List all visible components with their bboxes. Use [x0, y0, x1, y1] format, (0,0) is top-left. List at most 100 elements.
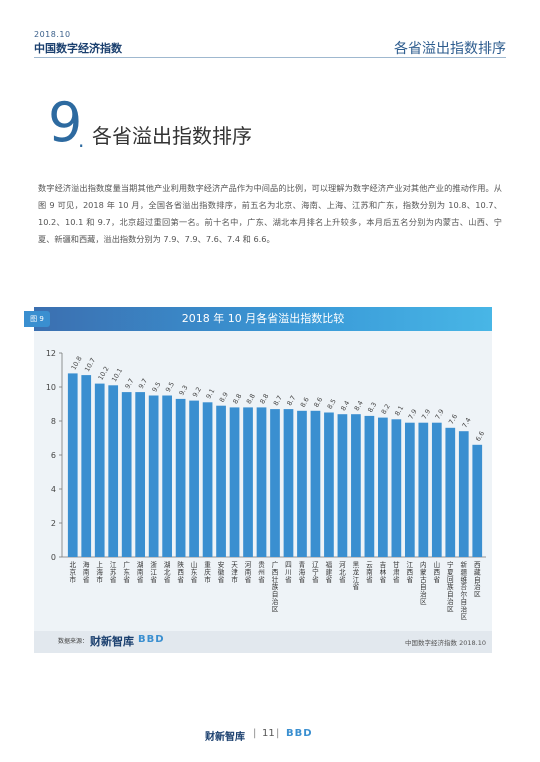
bar	[270, 409, 280, 557]
bar-value-label: 8.5	[326, 398, 338, 411]
bar-value-label: 8.4	[339, 399, 351, 412]
category-label: 山西省	[434, 560, 441, 584]
bar	[378, 417, 388, 557]
category-label: 湖北省	[164, 560, 171, 584]
bar	[175, 398, 186, 557]
category-label: 广西壮族自治区	[272, 560, 279, 613]
bar	[243, 407, 253, 557]
bar-value-label: 8.8	[245, 392, 257, 405]
bar	[216, 405, 226, 557]
bar-value-label: 8.7	[285, 394, 297, 407]
bar	[135, 392, 146, 557]
category-label: 山东省	[191, 560, 198, 584]
bar	[445, 427, 456, 557]
y-tick-label: 2	[51, 519, 56, 528]
category-label: 新疆维吾尔自治区	[460, 560, 467, 621]
bar	[337, 414, 348, 557]
header-title: 中国数字经济指数	[34, 42, 122, 55]
page-logo: 财新智库	[205, 732, 245, 743]
footer-strip	[34, 631, 492, 653]
bar	[162, 395, 172, 557]
bar	[189, 400, 199, 557]
category-label: 西藏自治区	[474, 561, 481, 599]
section-title: 各省溢出指数排序	[92, 124, 252, 148]
bar-value-label: 10.1	[110, 367, 124, 384]
bar-value-label: 9.5	[150, 381, 162, 394]
bar	[148, 395, 159, 557]
bar-value-label: 6.6	[474, 430, 486, 443]
bar	[81, 375, 92, 557]
bar-value-label: 8.8	[231, 392, 243, 405]
bar-value-label: 9.7	[137, 377, 149, 390]
category-label: 宁夏回族自治区	[447, 560, 454, 613]
bar	[404, 422, 415, 557]
chart-area: 0 2 4 6 8 10 12 10.8 北京市 10.7 海南省 10.2 上海市 10.1 江苏省 9.7…	[34, 331, 492, 631]
category-label: 北京市	[69, 561, 76, 584]
category-label: 贵州省	[258, 560, 265, 584]
bar-value-label: 9.3	[177, 384, 189, 397]
category-label: 浙江省	[150, 560, 157, 584]
section-dot: .	[78, 128, 85, 152]
page-separator-2: |	[276, 728, 280, 739]
category-label: 广东省	[123, 560, 130, 584]
source-label: 数据来源：	[58, 638, 89, 645]
source-logo: 财新智库	[90, 635, 134, 648]
category-label: 四川省	[285, 561, 292, 584]
category-label: 吉林省	[380, 561, 387, 584]
header-section-name: 各省溢出指数排序	[394, 41, 506, 57]
bar-value-label: 8.6	[312, 396, 324, 409]
category-label: 江苏省	[110, 561, 117, 584]
bar-value-label: 8.1	[393, 404, 405, 417]
category-label: 重庆市	[204, 561, 211, 584]
bar-chart: 0 2 4 6 8 10 12 10.8 北京市 10.7 海南省 10.2 上海市 10.1 江苏省 9.7…	[46, 349, 486, 621]
category-label: 湖南省	[137, 560, 144, 584]
section-number: 9	[48, 91, 83, 154]
category-label: 辽宁省	[312, 561, 319, 584]
category-label: 陕西省	[177, 560, 184, 584]
page-number: 11	[262, 728, 275, 739]
y-tick-label: 12	[46, 349, 56, 358]
bar-value-label: 8.4	[353, 399, 365, 412]
bar	[310, 410, 321, 557]
category-label: 天津市	[231, 561, 238, 584]
bar-value-label: 7.6	[447, 413, 459, 426]
bar	[229, 407, 240, 557]
footer-right-text: 中国数字经济指数 2018.10	[405, 639, 486, 647]
bar-value-label: 8.9	[218, 391, 230, 404]
bar-value-label: 9.1	[204, 387, 216, 400]
category-label: 福建省	[326, 560, 333, 584]
category-label: 江西省	[407, 561, 414, 584]
bar	[256, 407, 267, 557]
bar-value-label: 8.8	[258, 392, 270, 405]
bar-value-label: 8.2	[380, 403, 392, 416]
y-tick-label: 10	[46, 383, 56, 392]
bar	[108, 385, 119, 557]
y-tick-label: 4	[51, 485, 56, 494]
bar	[67, 373, 78, 557]
bar	[202, 402, 213, 557]
bar	[324, 412, 334, 557]
bbd-logo: BBD	[138, 634, 165, 645]
bar	[121, 392, 132, 557]
bar-value-label: 10.2	[97, 365, 111, 382]
y-tick-label: 0	[51, 553, 56, 562]
category-label: 甘肃省	[393, 560, 400, 584]
header-date: 2018.10	[34, 30, 71, 39]
chart-title-band: 2018 年 10 月各省溢出指数比较	[34, 307, 492, 331]
bar	[297, 410, 307, 557]
bar-value-label: 8.7	[272, 394, 284, 407]
bar-value-label: 8.3	[366, 401, 378, 414]
bar	[391, 419, 402, 557]
bar	[94, 383, 105, 557]
category-label: 上海市	[96, 560, 103, 584]
category-label: 安徽省	[218, 560, 225, 584]
bar-value-label: 9.7	[123, 377, 135, 390]
bar	[472, 444, 483, 557]
page-separator: |	[253, 728, 257, 739]
body-paragraph: 数字经济溢出指数度量当期其他产业利用数字经济产品作为中间品的比例，可以理解为数字…	[38, 183, 502, 244]
category-label: 云南省	[366, 561, 373, 584]
bar-value-label: 9.5	[164, 381, 176, 394]
category-label: 河南省	[245, 561, 252, 584]
bar-value-label: 7.9	[434, 408, 446, 421]
category-label: 河北省	[339, 561, 346, 584]
